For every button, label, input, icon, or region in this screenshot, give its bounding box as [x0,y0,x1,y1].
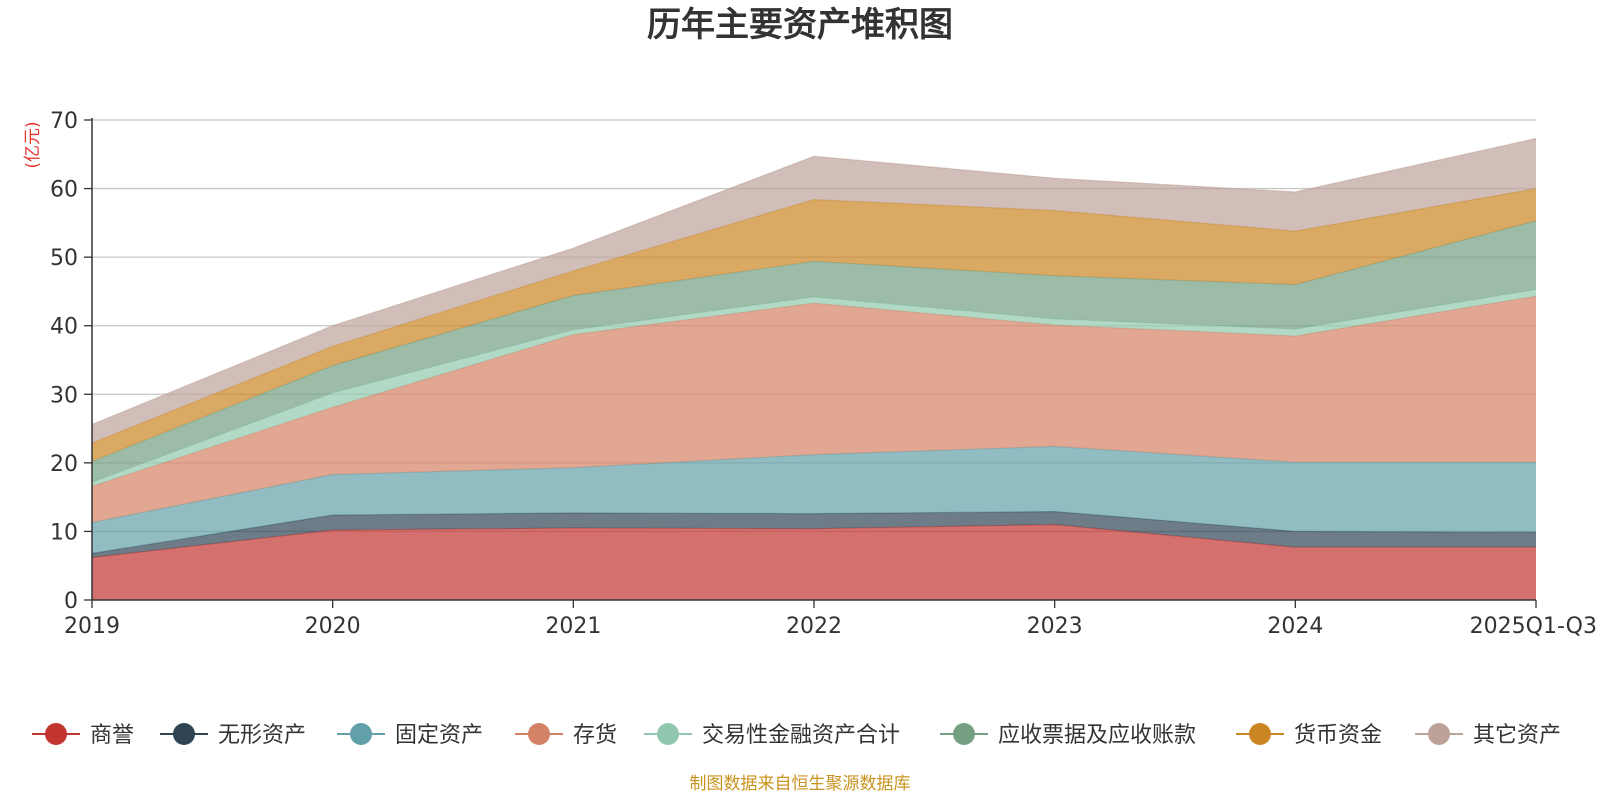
axes: 0 10 20 30 40 50 60 70 2019 2020 2021 2022 2023 2024 2… [50,109,1597,639]
legend-item[interactable]: 固定资产 [337,723,483,748]
y-tick-label: 0 [64,589,78,614]
legend-circle-marker [1428,723,1450,745]
legend-item[interactable]: 无形资产 [160,723,306,748]
legend-circle-marker [1249,723,1271,745]
legend-label: 其它资产 [1473,723,1561,748]
legend-label: 应收票据及应收账款 [998,723,1196,748]
x-tick-label: 2020 [305,614,361,639]
series-line [91,137,1537,426]
chart-title: 历年主要资产堆积图 [647,5,953,45]
series-area [92,524,1536,600]
series-area [92,446,1536,554]
series-area [92,511,1536,558]
x-tick-label: 2022 [786,614,842,639]
series-area [92,188,1536,462]
y-axis-unit: (亿元) [23,121,43,168]
y-tick-label: 10 [50,520,78,545]
x-tick-label: 2019 [64,614,120,639]
y-tick-label: 20 [50,452,78,477]
y-tick-label: 70 [50,109,78,134]
legend-circle-marker [528,723,550,745]
legend-label: 货币资金 [1294,723,1382,748]
legend-circle-marker [350,723,372,745]
legend-label: 固定资产 [395,723,483,748]
series-area [92,296,1536,523]
legend-label: 存货 [573,723,617,748]
x-tick-label: 2025Q1-Q3 [1470,614,1597,639]
legend-circle-marker [173,723,195,745]
series-area [92,138,1536,443]
legend-item[interactable]: 存货 [515,723,617,748]
y-tick-label: 60 [50,178,78,203]
legend-label: 交易性金融资产合计 [702,723,900,748]
legend-item[interactable]: 其它资产 [1415,723,1561,748]
series-area [92,220,1536,483]
legend-circle-marker [45,723,67,745]
legend-label: 无形资产 [218,723,306,748]
legend-item[interactable]: 交易性金融资产合计 [644,723,900,748]
legend-circle-marker [657,723,679,745]
y-tick-label: 30 [50,383,78,408]
legend-circle-marker [953,723,975,745]
legend-item[interactable]: 商誉 [32,723,134,748]
y-tick-label: 40 [50,315,78,340]
x-tick-label: 2023 [1027,614,1083,639]
y-tick-label: 50 [50,246,78,271]
legend-item[interactable]: 货币资金 [1236,723,1382,748]
legend-label: 商誉 [90,723,134,748]
source-note: 制图数据来自恒生聚源数据库 [690,774,911,794]
legend: 商誉 无形资产 固定资产 存货 交易性金融资产合计 应收票据及应收账款 货币资金 其它资产 [32,723,1561,748]
series-areas [91,137,1537,600]
x-tick-label: 2024 [1267,614,1323,639]
series-area [92,289,1536,487]
x-tick-label: 2021 [545,614,601,639]
legend-item[interactable]: 应收票据及应收账款 [940,723,1196,748]
